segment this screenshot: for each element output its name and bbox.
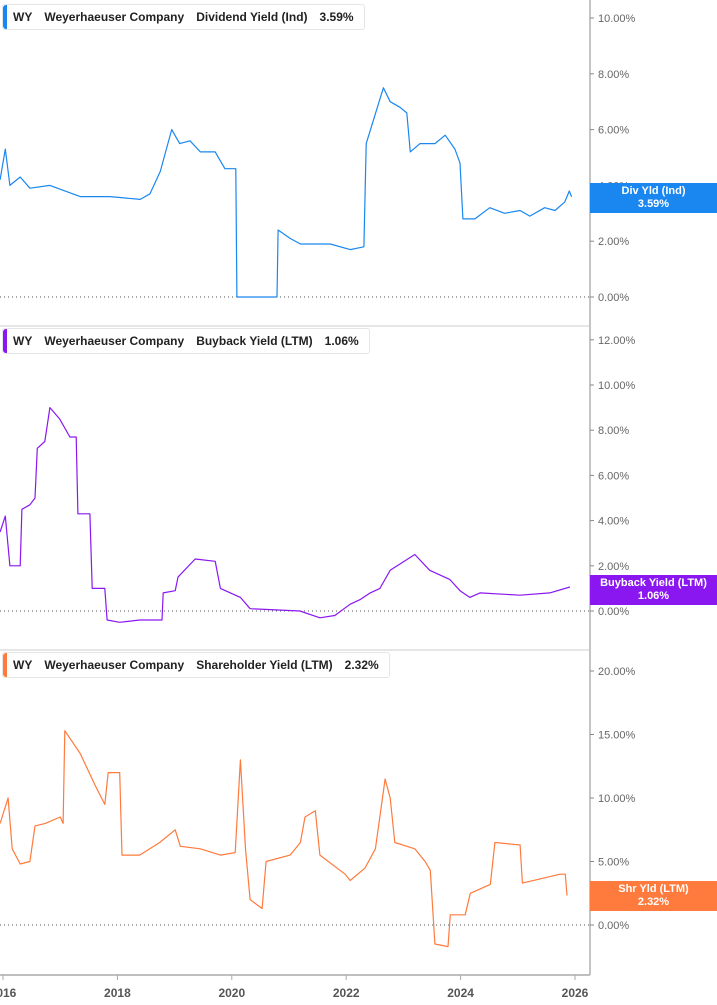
tag-label: Div Yld (Ind) xyxy=(621,185,686,197)
series-line xyxy=(0,87,573,298)
legend-value: 1.06% xyxy=(324,334,359,348)
x-tick-label: 2026 xyxy=(562,986,589,1000)
legend[interactable]: WY Weyerhaeuser Company Dividend Yield (… xyxy=(2,4,365,30)
legend-color-bar xyxy=(3,329,7,353)
last-value-tag: Shr Yld (LTM) 2.32% xyxy=(590,881,717,911)
tag-value: 2.32% xyxy=(637,896,670,908)
tag-label: Shr Yld (LTM) xyxy=(618,883,689,895)
x-tick-label: 2020 xyxy=(218,986,245,1000)
legend[interactable]: WY Weyerhaeuser Company Shareholder Yiel… xyxy=(2,652,390,678)
legend-ticker: WY xyxy=(13,658,33,672)
x-tick-label: 2022 xyxy=(333,986,360,1000)
y-tick-label: 15.00% xyxy=(598,730,636,742)
y-tick-label: 2.00% xyxy=(598,561,629,573)
legend-metric: Shareholder Yield (LTM) xyxy=(196,658,333,672)
legend[interactable]: WY Weyerhaeuser Company Buyback Yield (L… xyxy=(2,328,370,354)
x-tick-label: 2018 xyxy=(104,986,131,1000)
y-tick-label: 10.00% xyxy=(598,13,636,25)
y-tick-label: 10.00% xyxy=(598,380,636,392)
y-tick-label: 4.00% xyxy=(598,516,629,528)
legend-company: Weyerhaeuser Company xyxy=(44,334,185,348)
last-value-tag: Buyback Yield (LTM) 1.06% xyxy=(590,575,717,605)
x-tick-label: 2024 xyxy=(447,986,474,1000)
legend-metric: Buyback Yield (LTM) xyxy=(196,334,313,348)
tag-label: Buyback Yield (LTM) xyxy=(600,577,707,589)
tag-value: 1.06% xyxy=(637,590,670,602)
legend-ticker: WY xyxy=(13,10,33,24)
series-line xyxy=(0,730,568,948)
y-tick-label: 20.00% xyxy=(598,666,636,678)
legend-color-bar xyxy=(3,653,7,677)
legend-metric: Dividend Yield (Ind) xyxy=(196,10,308,24)
y-tick-label: 6.00% xyxy=(598,125,629,137)
y-tick-label: 12.00% xyxy=(598,335,636,347)
y-tick-label: 0.00% xyxy=(598,606,629,618)
y-tick-label: 10.00% xyxy=(598,793,636,805)
tag-value: 3.59% xyxy=(637,198,670,210)
legend-company: Weyerhaeuser Company xyxy=(44,10,185,24)
y-tick-label: 5.00% xyxy=(598,857,629,869)
last-value-tag: Div Yld (Ind) 3.59% xyxy=(590,183,717,213)
series-line xyxy=(0,407,571,623)
y-tick-label: 6.00% xyxy=(598,470,629,482)
y-tick-label: 2.00% xyxy=(598,236,629,248)
legend-ticker: WY xyxy=(13,334,33,348)
y-tick-label: 0.00% xyxy=(598,920,629,932)
legend-color-bar xyxy=(3,5,7,29)
y-tick-label: 8.00% xyxy=(598,69,629,81)
y-tick-label: 0.00% xyxy=(598,292,629,304)
legend-company: Weyerhaeuser Company xyxy=(44,658,185,672)
y-tick-label: 8.00% xyxy=(598,425,629,437)
x-tick-label: 2016 xyxy=(0,986,17,1000)
legend-value: 3.59% xyxy=(319,10,354,24)
legend-value: 2.32% xyxy=(344,658,379,672)
